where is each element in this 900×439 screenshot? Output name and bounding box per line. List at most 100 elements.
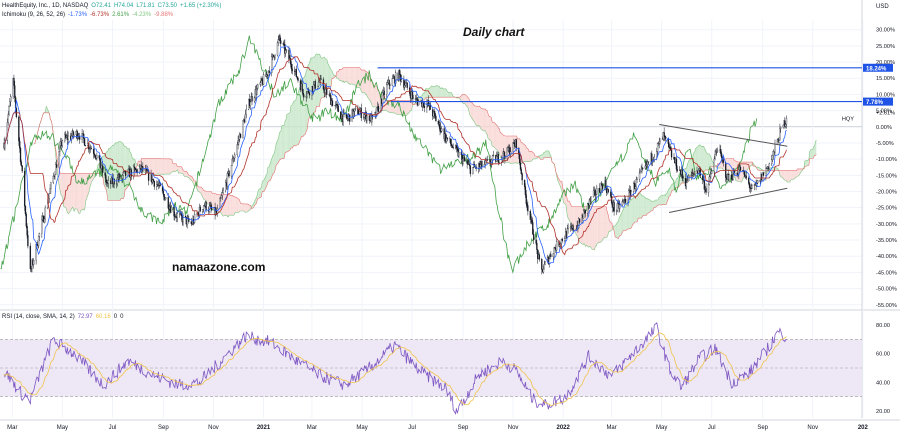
candle-body — [498, 154, 499, 162]
cloud-segment — [407, 100, 408, 113]
candle-body — [720, 149, 721, 153]
candle-body — [683, 176, 684, 178]
candle-body — [783, 125, 784, 127]
horizontal-levels[interactable]: 18.24%7.78% — [378, 64, 893, 106]
cloud-segment — [523, 144, 525, 162]
cloud-segment — [236, 197, 238, 212]
candle-body — [73, 135, 74, 136]
ichimoku-value-3: 2.61% — [112, 12, 129, 18]
candle-body — [62, 141, 63, 146]
cloud-segment — [781, 171, 782, 177]
candle-body — [378, 106, 379, 112]
candle-body — [313, 85, 314, 92]
cloud-segment — [108, 149, 109, 201]
candle-body — [211, 209, 212, 210]
ichimoku-legend[interactable]: Ichimoku (9, 26, 52, 26)-1.73%-6.73%2.61… — [2, 11, 176, 19]
cloud-segment — [293, 102, 294, 148]
candle-body — [134, 167, 135, 169]
cloud-segment — [353, 68, 354, 85]
candle-body — [682, 170, 683, 176]
cloud-segment — [727, 158, 728, 169]
cloud-segment — [620, 214, 621, 235]
cloud-segment — [786, 171, 787, 182]
cloud-segment — [84, 174, 85, 211]
candle-body — [596, 194, 597, 195]
candle-body — [320, 78, 321, 79]
candle-body — [688, 175, 689, 181]
cloud-segment — [389, 100, 390, 112]
candle-body — [384, 91, 385, 95]
candle-body — [700, 168, 701, 175]
candle-body — [405, 83, 406, 85]
candle-body — [303, 94, 304, 97]
candle-body — [123, 172, 124, 175]
cloud-segment — [343, 68, 344, 83]
candle-body — [122, 175, 123, 178]
candle-body — [717, 151, 718, 152]
candle-body — [194, 214, 195, 222]
candle-body — [41, 220, 42, 233]
candle-body — [472, 167, 473, 174]
candle-body — [599, 188, 600, 191]
cloud-segment — [160, 159, 161, 175]
candle-body — [669, 147, 670, 148]
candle-body — [520, 163, 521, 170]
cloud-segment — [698, 145, 699, 171]
ohlc-close: C73.50 — [158, 3, 177, 9]
candle-body — [105, 173, 106, 176]
cloud-segment — [637, 194, 638, 222]
cloud-segment — [126, 147, 127, 190]
cloud-segment — [164, 159, 165, 174]
candle-body — [585, 210, 586, 213]
candle-body — [636, 179, 637, 187]
cloud-segment — [434, 87, 435, 98]
cloud-segment — [350, 68, 351, 85]
cloud-segment — [268, 167, 269, 182]
cloud-segment — [280, 131, 281, 160]
time-tick-label: Jul — [109, 425, 117, 431]
candle-body — [463, 159, 464, 164]
cloud-segment — [649, 199, 650, 212]
cloud-segment — [784, 171, 785, 181]
cloud-segment — [327, 60, 328, 90]
candle-body — [318, 82, 319, 86]
cloud-segment — [246, 204, 247, 213]
candle-body — [610, 192, 611, 196]
candle-body — [785, 124, 786, 126]
candle-body — [364, 115, 365, 117]
cloud-segment — [704, 146, 705, 171]
candle-body — [519, 154, 520, 163]
cloud-segment — [652, 202, 653, 211]
cloud-segment — [498, 126, 499, 152]
candle-body — [18, 117, 19, 141]
candle-body — [177, 214, 178, 218]
cloud-segment — [424, 93, 425, 100]
rsi-label: RSI (14, close, SMA, 14, 2) — [2, 314, 75, 320]
candle-body — [202, 209, 203, 211]
candle-body — [280, 41, 281, 44]
cloud-segment — [68, 174, 69, 214]
candle-body — [674, 157, 675, 159]
price-tick-label: -50.00% — [876, 287, 897, 293]
cloud-segment — [242, 203, 244, 211]
candle-body — [641, 169, 642, 171]
rsi-value-4: 0 — [120, 314, 123, 320]
cloud-segment — [171, 159, 172, 172]
cloud-segment — [631, 199, 632, 228]
candle-body — [288, 50, 289, 60]
candle-body — [229, 171, 230, 176]
candle-body — [45, 208, 46, 219]
candle-body — [387, 83, 388, 85]
cloud-segment — [488, 113, 489, 139]
candle-body — [286, 50, 287, 51]
candle-body — [587, 204, 588, 213]
cloud-segment — [200, 187, 201, 193]
cloud-segment — [206, 191, 207, 201]
cloud-segment — [360, 68, 361, 90]
cloud-segment — [626, 203, 627, 230]
candle-body — [711, 171, 712, 173]
price-tick-label: -40.00% — [876, 254, 897, 260]
